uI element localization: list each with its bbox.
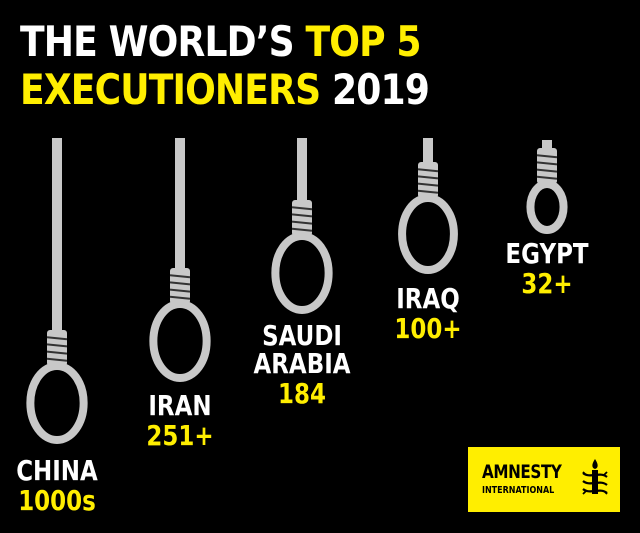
label-iran: IRAN 251+	[131, 392, 229, 450]
logo-line-1: AMNESTY	[482, 461, 562, 483]
country-name: SAUDI	[262, 319, 342, 352]
coil-wrap	[536, 154, 558, 159]
loop	[526, 180, 568, 234]
noose-saudi-arabia	[271, 138, 333, 314]
coil-wrap	[169, 288, 191, 293]
coil-wrap	[46, 357, 68, 362]
label-saudi-arabia: SAUDI ARABIA 184	[253, 322, 351, 408]
coil-wrap	[536, 161, 558, 166]
coil-wrap	[169, 295, 191, 300]
chart-title: THE WORLD’S TOP 5 EXECUTIONERS 2019	[20, 17, 430, 114]
coil-wrap	[46, 336, 68, 341]
noose-egypt	[526, 140, 568, 234]
value-label: 251+	[146, 419, 214, 452]
rope	[175, 138, 185, 268]
title-part-3: EXECUTIONERS	[20, 65, 321, 114]
coil-wrap	[46, 350, 68, 355]
coil-wrap	[536, 168, 558, 173]
coil-wrap	[417, 182, 439, 187]
label-iraq: IRAQ 100+	[379, 285, 477, 343]
coil-wrap	[46, 343, 68, 348]
title-part-2: TOP 5	[305, 17, 421, 66]
title-part-1: THE WORLD’S	[20, 17, 306, 66]
country-name: IRAQ	[396, 282, 460, 315]
rope	[542, 140, 552, 148]
label-egypt: EGYPT 32+	[498, 240, 596, 298]
coil-wrap	[169, 281, 191, 286]
value-label: 1000s	[18, 484, 96, 517]
loop	[271, 232, 333, 314]
coil-wrap	[417, 175, 439, 180]
title-part-4: 2019	[320, 65, 430, 114]
coil-wrap	[291, 206, 313, 211]
coil-wrap	[291, 227, 313, 232]
logo-line-2: INTERNATIONAL	[482, 485, 555, 496]
value-label: 100+	[394, 312, 462, 345]
loop	[398, 194, 458, 274]
loop	[149, 300, 211, 382]
noose-iraq	[398, 138, 458, 274]
country-name: ARABIA	[253, 347, 351, 380]
country-name: CHINA	[16, 454, 98, 487]
coil-wrap	[536, 175, 558, 180]
country-name: EGYPT	[505, 237, 589, 270]
coil-wrap	[417, 168, 439, 173]
loop	[26, 362, 88, 444]
candle-in-barbed-wire-icon	[582, 459, 608, 495]
coil-wrap	[291, 220, 313, 225]
country-name: IRAN	[148, 389, 212, 422]
rope	[52, 138, 62, 330]
coil-wrap	[291, 213, 313, 218]
noose-china	[26, 138, 88, 444]
noose-iran	[149, 138, 211, 382]
rope	[423, 138, 433, 162]
amnesty-logo: AMNESTY INTERNATIONAL	[468, 447, 620, 512]
rope	[297, 138, 307, 200]
coil-wrap	[169, 274, 191, 279]
value-label: 32+	[521, 267, 573, 300]
label-china: CHINA 1000s	[8, 457, 106, 515]
value-label: 184	[278, 377, 326, 410]
coil-wrap	[417, 189, 439, 194]
